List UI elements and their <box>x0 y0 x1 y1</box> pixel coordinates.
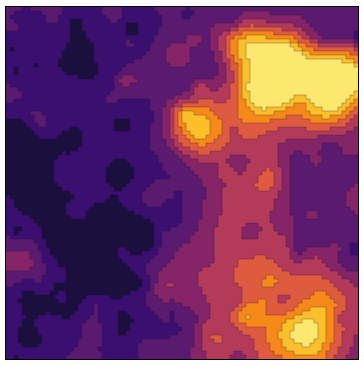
contour-level-2 <box>6 7 358 359</box>
contour-level-3 <box>6 11 358 359</box>
plot-area <box>5 6 359 360</box>
contour-level-1 <box>6 7 358 359</box>
contour-level-8 <box>246 43 358 347</box>
contour-lines <box>6 7 358 359</box>
contour-level-4 <box>166 19 358 359</box>
contour-level-0 <box>6 19 154 359</box>
contour-map <box>6 7 358 359</box>
